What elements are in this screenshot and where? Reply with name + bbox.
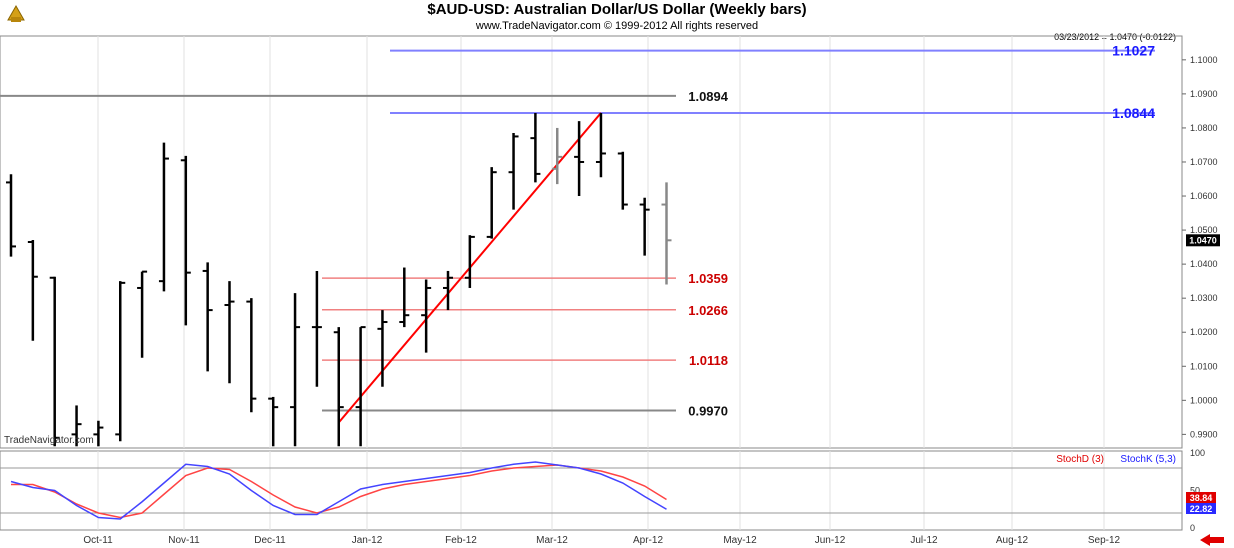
chart-title: $AUD-USD: Australian Dollar/US Dollar (W…	[427, 1, 806, 18]
stoch-tags: 38.84 22.82	[1186, 492, 1216, 514]
ohlc-bar	[552, 127, 563, 185]
price-tick-label: 1.0400	[1190, 259, 1218, 269]
ohlc-bar	[71, 405, 82, 447]
level-label: 0.9970	[688, 404, 728, 419]
ohlc-bar	[115, 281, 126, 442]
date-label: Oct-11	[83, 535, 113, 546]
price-tick-label: 1.1000	[1190, 55, 1218, 65]
level-label: 1.0894	[688, 89, 729, 104]
ohlc-bar	[486, 167, 497, 239]
legend-stoch-d: StochD (3)	[1056, 454, 1104, 465]
date-label: Aug-12	[996, 535, 1029, 546]
ohlc-bar	[6, 174, 16, 257]
stoch-k-line	[10, 461, 667, 520]
level-label: 1.0844	[1112, 105, 1155, 121]
ohlc-bar	[595, 112, 606, 178]
price-tick-label: 0.9900	[1190, 429, 1218, 439]
price-panel-frame	[0, 35, 1183, 449]
date-axis: Oct-11 Nov-11 Dec-11 Jan-12 Feb-12 Mar-12 Apr-…	[83, 535, 1120, 546]
level-label: 1.0118	[689, 353, 728, 368]
price-axis: 0.9900 1.0000 1.0100 1.0200 1.0300 1.0400 1.05…	[1182, 55, 1218, 439]
price-tick-label: 1.0800	[1190, 123, 1218, 133]
ohlc-bar	[399, 267, 410, 328]
svg-text:1.0470: 1.0470	[1189, 235, 1217, 245]
ohlc-bar	[530, 112, 541, 183]
scroll-right-icon[interactable]	[1200, 534, 1224, 546]
price-tick-label: 1.0000	[1190, 395, 1218, 405]
stoch-k-tag: 22.82	[1190, 504, 1213, 514]
ohlc-bar	[443, 270, 453, 311]
price-tick-label: 1.0100	[1190, 361, 1218, 371]
ohlc-bar	[311, 270, 322, 387]
ohlc-bar	[661, 182, 672, 285]
price-tick-label: 1.0200	[1190, 327, 1218, 337]
ohlc-bar	[268, 396, 279, 447]
last-quote: 03/23/2012 = 1.0470 (-0.0122)	[1054, 32, 1176, 42]
date-label: Mar-12	[536, 535, 568, 546]
oscillator-tick-label: 0	[1190, 523, 1195, 533]
level-label: 1.0266	[688, 303, 728, 318]
date-label: Dec-11	[254, 535, 286, 546]
date-label: Feb-12	[445, 535, 477, 546]
price-tick-label: 1.0900	[1190, 89, 1218, 99]
ohlc-bar	[180, 155, 191, 326]
oscillator-tick-label: 50	[1190, 486, 1200, 496]
ohlc-bar	[224, 281, 235, 384]
level-lines: 1.1027 1.0894 1.0844 1.0359 1.0266 1.0118 0.99…	[0, 43, 1155, 419]
ohlc-bar	[333, 327, 344, 447]
ohlc-bar	[202, 262, 213, 372]
date-label: Nov-11	[168, 535, 200, 546]
stoch-d-line	[11, 464, 667, 519]
ohlc-bar	[49, 276, 60, 447]
ohlc-bar	[464, 235, 475, 288]
ohlc-bar	[290, 293, 301, 447]
ohlc-bar	[93, 420, 104, 447]
ohlc-bar	[377, 310, 388, 387]
date-label: Jan-12	[352, 535, 383, 546]
ohlc-bar	[137, 270, 148, 358]
legend-stoch-k: StochK (5,3)	[1120, 454, 1176, 465]
grid	[97, 36, 1105, 530]
price-tick-label: 1.0600	[1190, 191, 1218, 201]
price-bars	[6, 112, 672, 447]
date-label: Sep-12	[1088, 535, 1121, 546]
ohlc-bar	[639, 197, 650, 256]
price-tick-label: 1.0300	[1190, 293, 1218, 303]
price-tick-label: 1.0700	[1190, 157, 1218, 167]
level-label: 1.1027	[1112, 43, 1155, 59]
price-tag: 1.0470	[1186, 234, 1220, 247]
date-label: Jul-12	[910, 535, 938, 546]
oscillator: 0 50 100 StochD (3) StochK (5,3)	[0, 448, 1205, 533]
ohlc-bar	[355, 326, 366, 447]
ohlc-bar	[421, 279, 432, 353]
chart-subtitle: www.TradeNavigator.com © 1999-2012 All r…	[475, 20, 758, 32]
date-label: May-12	[723, 535, 757, 546]
date-label: Apr-12	[633, 535, 663, 546]
ohlc-bar	[246, 298, 257, 413]
price-tick-label: 1.0500	[1190, 225, 1218, 235]
ohlc-bar	[617, 151, 628, 210]
ohlc-bar	[158, 142, 169, 292]
watermark: TradeNavigator.com	[4, 435, 94, 446]
level-label: 1.0359	[688, 271, 728, 286]
ohlc-bar	[27, 239, 38, 341]
oscillator-tick-label: 100	[1190, 448, 1205, 458]
logo-icon	[6, 4, 26, 24]
oscillator-panel-frame	[0, 450, 1183, 531]
stoch-d-tag: 38.84	[1190, 493, 1213, 503]
ohlc-bar	[574, 121, 585, 197]
date-label: Jun-12	[815, 535, 846, 546]
ohlc-bar	[508, 133, 519, 210]
